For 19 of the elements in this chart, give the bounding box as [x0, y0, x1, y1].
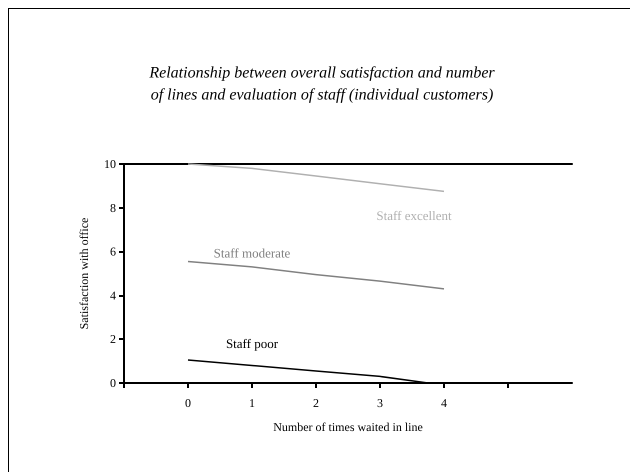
series-label: Staff moderate [214, 245, 291, 260]
line-series [187, 260, 445, 290]
y-tick-label: 6 [110, 244, 116, 259]
x-axis-title: Number of times waited in line [273, 420, 423, 434]
x-tick-label: 4 [441, 396, 447, 410]
x-tick-label: 3 [377, 396, 383, 410]
y-tick-label: 8 [110, 200, 116, 215]
x-tick-label: 1 [249, 396, 255, 410]
y-axis-title: Satisfaction with office [77, 218, 91, 330]
x-tick-label: 0 [185, 396, 191, 410]
y-tick-label: 4 [110, 288, 116, 302]
x-tick-label: 2 [313, 396, 319, 410]
series-label: Staff poor [226, 336, 279, 351]
y-tick-label: 10 [104, 157, 116, 171]
y-tick-label: 2 [110, 332, 116, 346]
chart-title: Relationship between overall satisfaction and number of lines and evaluation of staff (individual customers) [148, 64, 496, 104]
series-label: Staff excellent [376, 208, 452, 223]
line-series [187, 163, 445, 192]
y-tick-label: 0 [110, 376, 116, 390]
